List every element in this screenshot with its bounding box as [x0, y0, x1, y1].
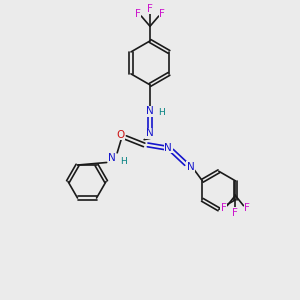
Text: N: N: [146, 128, 153, 138]
Text: H: H: [158, 108, 164, 117]
Text: H: H: [120, 157, 126, 166]
Text: N: N: [146, 106, 153, 116]
Text: F: F: [159, 9, 165, 19]
Text: F: F: [147, 4, 153, 14]
Text: F: F: [244, 203, 250, 213]
Text: O: O: [117, 130, 125, 140]
Text: F: F: [221, 203, 226, 213]
Text: F: F: [135, 9, 141, 19]
Text: N: N: [187, 162, 195, 172]
Text: F: F: [232, 208, 238, 218]
Text: N: N: [164, 143, 172, 153]
Text: N: N: [108, 153, 116, 163]
